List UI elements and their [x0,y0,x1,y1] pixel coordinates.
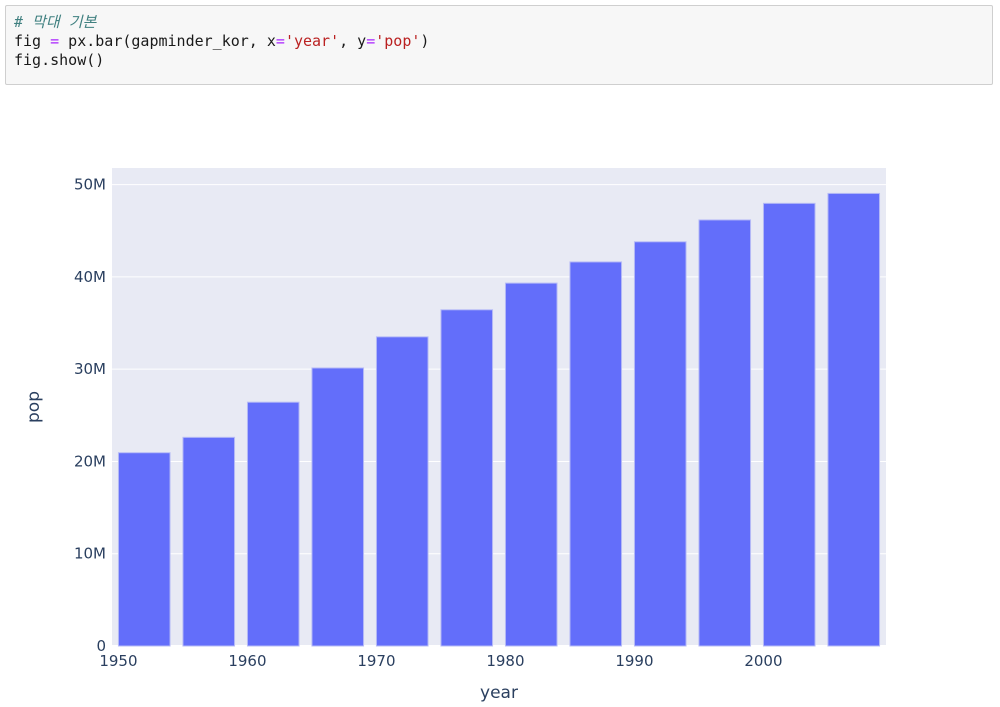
plot-area[interactable] [112,168,886,646]
plotly-figure: 0 10M 20M 30M 40M 50M 1950 1960 1970 1980 1990 2000… [0,100,1000,707]
bar-2007[interactable] [827,192,881,647]
code-token-operator: = [275,32,285,50]
x-tick-label: 1990 [615,652,653,670]
bar-1972[interactable] [375,336,429,647]
y-tick-label: 30M [74,360,106,378]
bar-1957[interactable] [182,436,236,647]
bar-chart-svg[interactable]: 0 10M 20M 30M 40M 50M 1950 1960 1970 1980 1990 2000… [0,100,1000,707]
code-token-operator: = [366,32,376,50]
code-token-operator: = [50,32,60,50]
code-token-plain: fig [14,32,51,50]
bar-1982[interactable] [504,282,558,647]
code-line: fig = px.bar(gapminder_kor, x='year', y=… [14,32,982,51]
code-line: fig.show() [14,51,982,70]
code-cell[interactable]: # 막대 기본 fig = px.bar(gapminder_kor, x='ye… [5,5,993,85]
x-tick-label: 1950 [99,652,137,670]
bar-2002[interactable] [762,202,816,647]
x-tick-label: 1970 [357,652,395,670]
code-token-plain: px.bar(gapminder_kor, x [59,32,276,50]
y-tick-label: 0 [96,637,106,655]
code-token-plain: fig.show() [14,51,105,69]
y-tick-label: 10M [74,545,106,563]
code-token-string: 'pop' [375,32,421,50]
x-tick-label: 1960 [228,652,266,670]
code-token-string: 'year' [284,32,340,50]
bar-1997[interactable] [698,219,752,647]
bar-1977[interactable] [440,309,494,647]
code-editor[interactable]: # 막대 기본 fig = px.bar(gapminder_kor, x='ye… [14,13,982,70]
code-token-plain: ) [420,32,430,50]
y-tick-label: 50M [74,176,106,194]
bar-1987[interactable] [569,261,623,647]
y-tick-label: 20M [74,452,106,470]
bar-1962[interactable] [246,401,300,647]
code-line: # 막대 기본 [14,13,982,32]
bar-1967[interactable] [311,367,365,647]
x-axis-title: year [480,683,518,703]
code-token-comment: # 막대 기본 [14,13,97,31]
bar-1952[interactable] [117,452,171,647]
code-token-plain: , y [339,32,367,50]
y-axis-title: pop [24,391,44,423]
bar-1992[interactable] [633,241,687,647]
x-tick-label: 1980 [486,652,524,670]
y-tick-label: 40M [74,268,106,286]
x-tick-label: 2000 [744,652,782,670]
